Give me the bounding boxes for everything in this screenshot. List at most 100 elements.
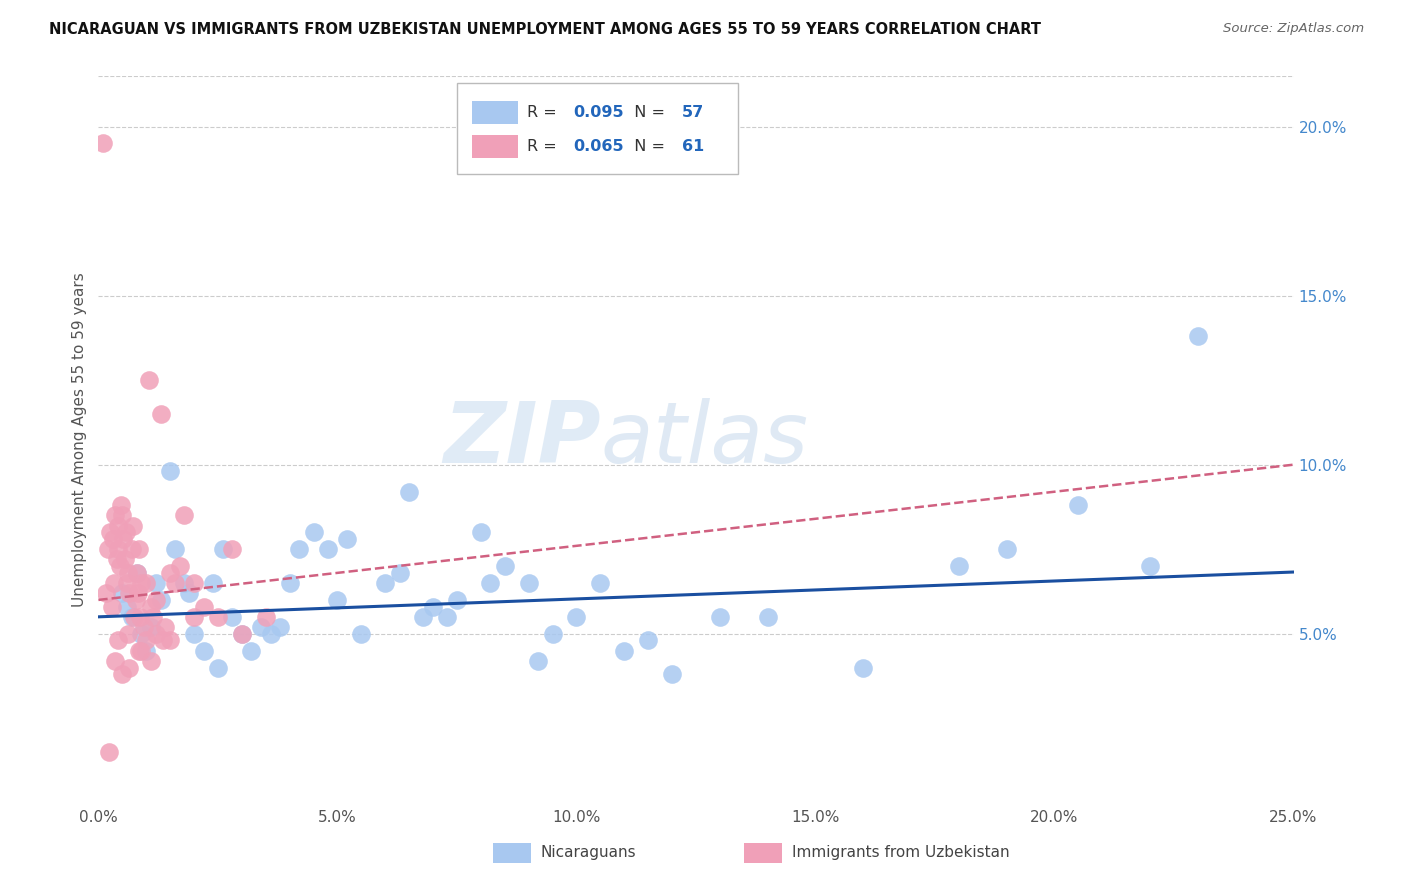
Point bbox=[336, 532, 359, 546]
Point bbox=[446, 593, 468, 607]
Point bbox=[374, 576, 396, 591]
Point bbox=[117, 626, 139, 640]
Point bbox=[149, 593, 172, 607]
Point bbox=[709, 610, 731, 624]
Point bbox=[101, 532, 124, 546]
Point bbox=[121, 610, 143, 624]
Point bbox=[128, 643, 150, 657]
Point bbox=[107, 542, 129, 557]
Text: 57: 57 bbox=[682, 104, 704, 120]
Point bbox=[240, 643, 263, 657]
Point bbox=[422, 599, 444, 614]
Text: N =: N = bbox=[624, 139, 671, 153]
Point bbox=[129, 610, 152, 624]
Point bbox=[288, 542, 311, 557]
Point bbox=[103, 576, 125, 591]
Point bbox=[202, 576, 225, 591]
Point bbox=[398, 484, 420, 499]
Text: ZIP: ZIP bbox=[443, 398, 600, 481]
Point bbox=[756, 610, 779, 624]
Point bbox=[565, 610, 588, 624]
Point bbox=[97, 542, 120, 557]
Text: Source: ZipAtlas.com: Source: ZipAtlas.com bbox=[1223, 22, 1364, 36]
Point bbox=[193, 643, 215, 657]
Point bbox=[517, 576, 540, 591]
Point bbox=[995, 542, 1018, 557]
Point bbox=[211, 542, 233, 557]
Point bbox=[479, 576, 502, 591]
Point bbox=[118, 586, 141, 600]
Point bbox=[149, 407, 172, 421]
Point bbox=[412, 610, 434, 624]
Point bbox=[948, 559, 970, 574]
Point bbox=[98, 525, 122, 540]
Point bbox=[250, 620, 273, 634]
Point bbox=[278, 576, 301, 591]
Point bbox=[138, 373, 160, 387]
Point bbox=[183, 626, 205, 640]
Point bbox=[388, 566, 411, 580]
Point bbox=[104, 654, 127, 668]
Text: R =: R = bbox=[527, 139, 562, 153]
Point bbox=[259, 626, 281, 640]
Point bbox=[852, 660, 875, 674]
Point bbox=[125, 566, 148, 580]
Point bbox=[101, 599, 124, 614]
Point bbox=[135, 633, 157, 648]
Point bbox=[124, 610, 146, 624]
Text: 0.095: 0.095 bbox=[572, 104, 623, 120]
Point bbox=[111, 667, 134, 681]
Point bbox=[436, 610, 458, 624]
Point bbox=[145, 626, 167, 640]
Point bbox=[105, 552, 128, 566]
Point bbox=[183, 610, 205, 624]
Text: atlas: atlas bbox=[600, 398, 808, 481]
Point bbox=[135, 643, 157, 657]
Point bbox=[494, 559, 516, 574]
Point bbox=[145, 593, 167, 607]
Point bbox=[115, 525, 138, 540]
Point bbox=[135, 576, 157, 591]
Point bbox=[231, 626, 253, 640]
Bar bbox=[472, 101, 517, 124]
Text: N =: N = bbox=[624, 104, 671, 120]
Point bbox=[125, 566, 148, 580]
Text: Nicaraguans: Nicaraguans bbox=[541, 846, 637, 861]
Point bbox=[145, 576, 167, 591]
Point bbox=[117, 566, 139, 580]
Point bbox=[152, 633, 174, 648]
Point bbox=[159, 633, 181, 648]
Bar bbox=[472, 135, 517, 158]
Point bbox=[107, 633, 129, 648]
Point bbox=[115, 599, 138, 614]
Point bbox=[173, 576, 195, 591]
Point bbox=[159, 465, 181, 479]
Point bbox=[269, 620, 291, 634]
Point bbox=[163, 542, 186, 557]
Point bbox=[125, 593, 148, 607]
Point bbox=[1067, 498, 1090, 512]
Point bbox=[108, 559, 131, 574]
Text: 0.065: 0.065 bbox=[572, 139, 623, 153]
Point bbox=[128, 542, 150, 557]
Point bbox=[94, 586, 117, 600]
Point bbox=[127, 586, 149, 600]
Point bbox=[637, 633, 659, 648]
Bar bbox=[494, 843, 531, 863]
FancyBboxPatch shape bbox=[457, 83, 738, 174]
Point bbox=[112, 532, 135, 546]
Point bbox=[302, 525, 325, 540]
Point bbox=[316, 542, 339, 557]
Text: NICARAGUAN VS IMMIGRANTS FROM UZBEKISTAN UNEMPLOYMENT AMONG AGES 55 TO 59 YEARS : NICARAGUAN VS IMMIGRANTS FROM UZBEKISTAN… bbox=[49, 22, 1042, 37]
Point bbox=[118, 660, 141, 674]
Point bbox=[207, 660, 229, 674]
Point bbox=[97, 745, 120, 759]
Point bbox=[470, 525, 492, 540]
Point bbox=[527, 654, 550, 668]
Point bbox=[159, 566, 181, 580]
Point bbox=[613, 643, 636, 657]
Bar bbox=[744, 843, 782, 863]
Point bbox=[169, 559, 191, 574]
Point bbox=[131, 626, 153, 640]
Point bbox=[231, 626, 253, 640]
